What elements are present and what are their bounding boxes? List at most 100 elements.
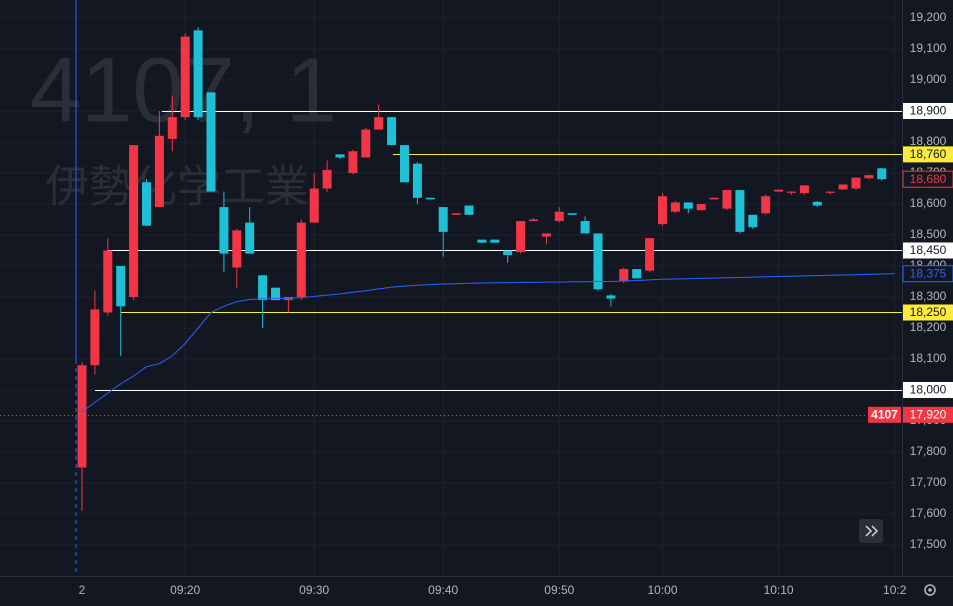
candle-body	[722, 190, 732, 209]
candle-body	[219, 207, 229, 254]
candle-body	[258, 275, 268, 301]
candle-body	[580, 221, 590, 234]
candle-body	[851, 177, 861, 189]
x-tick-label: 2	[79, 583, 86, 597]
vwap-label: 18,375	[910, 266, 947, 280]
candle-body	[451, 213, 461, 215]
candle-body	[554, 211, 564, 222]
last-price-label: 18,680	[910, 172, 947, 186]
candle-body	[90, 309, 100, 366]
candle-body	[683, 202, 693, 209]
x-tick-label: 09:50	[544, 583, 574, 597]
settings-icon	[928, 588, 932, 592]
candle-body	[154, 135, 164, 208]
candle-body	[709, 197, 719, 200]
level-label-bg	[903, 242, 953, 259]
candle-body	[180, 36, 190, 118]
candle-body	[825, 191, 835, 193]
scroll-icon	[865, 525, 879, 537]
level-label-bg	[903, 102, 953, 119]
candle-body	[77, 365, 87, 468]
settings-button[interactable]	[924, 584, 936, 596]
candle-body	[670, 202, 680, 212]
vwap-label-bg	[902, 265, 953, 283]
x-tick-label: 09:40	[428, 583, 458, 597]
candle-body	[864, 175, 874, 179]
candle-body	[567, 213, 577, 215]
candle-body	[116, 265, 126, 307]
candle-body	[787, 191, 796, 193]
x-tick-label: 10:2	[883, 583, 907, 597]
candle-body	[309, 188, 319, 223]
candle-body	[748, 214, 758, 228]
candle-body	[541, 233, 551, 237]
y-tick-label: 17,700	[910, 475, 947, 489]
y-tick-label: 17,600	[910, 506, 947, 520]
candle-body	[658, 196, 667, 225]
candle-body	[322, 169, 332, 189]
candle-body	[438, 207, 448, 232]
candle-body	[632, 269, 642, 279]
level-label: 18,450	[910, 243, 947, 257]
candle-body	[348, 151, 358, 173]
candle-body	[774, 189, 784, 192]
grid	[0, 0, 902, 576]
candle-body	[103, 250, 113, 313]
x-tick-label: 10:00	[647, 583, 677, 597]
level-label: 18,000	[910, 383, 947, 397]
candle-body	[412, 163, 422, 198]
alert-symbol: 4107	[871, 407, 898, 421]
watermark-name: 伊勢化学工業	[45, 163, 309, 212]
level-label: 18,900	[910, 104, 947, 118]
axis: 17,50017,60017,70017,80017,90018,00018,1…	[79, 10, 953, 597]
candle-body	[593, 233, 603, 290]
candle-body	[799, 185, 809, 194]
candle-body	[232, 230, 242, 268]
x-tick-label: 10:10	[764, 583, 794, 597]
candle-body	[425, 197, 435, 200]
level-label: 18,760	[910, 147, 947, 161]
y-tick-label: 18,100	[910, 351, 947, 365]
candle-body	[490, 239, 500, 243]
candle-body	[142, 182, 151, 226]
candle-body	[761, 196, 771, 214]
candle-body	[696, 203, 706, 211]
candle-body	[477, 239, 487, 243]
y-tick-label: 19,100	[910, 41, 947, 55]
y-tick-label: 18,500	[910, 227, 947, 241]
candle-body	[503, 250, 513, 256]
alert-label-bg	[903, 406, 953, 423]
candle-body	[464, 205, 474, 215]
candle-body	[193, 30, 203, 118]
candle-body	[400, 145, 409, 183]
y-tick-label: 18,600	[910, 196, 947, 210]
y-tick-label: 18,300	[910, 289, 947, 303]
y-tick-label: 18,800	[910, 134, 947, 148]
level-label: 18,250	[910, 305, 947, 319]
candle-body	[374, 117, 384, 130]
candle-body	[735, 190, 745, 232]
candle-body	[812, 201, 822, 206]
candle-body	[619, 269, 629, 282]
candle-body	[516, 221, 526, 253]
candle-body	[245, 222, 255, 254]
y-tick-label: 17,800	[910, 444, 947, 458]
candle-body	[361, 129, 371, 158]
candle-body	[529, 219, 538, 222]
level-label-bg	[903, 381, 953, 398]
y-tick-label: 18,200	[910, 320, 947, 334]
candle-body	[877, 168, 887, 180]
alert-symbol-bg	[868, 406, 901, 423]
level-label-bg	[903, 304, 953, 321]
level-label-bg	[903, 146, 953, 163]
y-tick-label: 17,500	[910, 537, 947, 551]
candle-body	[645, 238, 655, 271]
candle-body	[206, 92, 216, 192]
plot	[0, 27, 902, 511]
y-tick-label: 19,000	[910, 72, 947, 86]
candle-body	[129, 145, 139, 297]
last-price-label-bg	[902, 170, 953, 188]
candle-body	[838, 184, 848, 190]
